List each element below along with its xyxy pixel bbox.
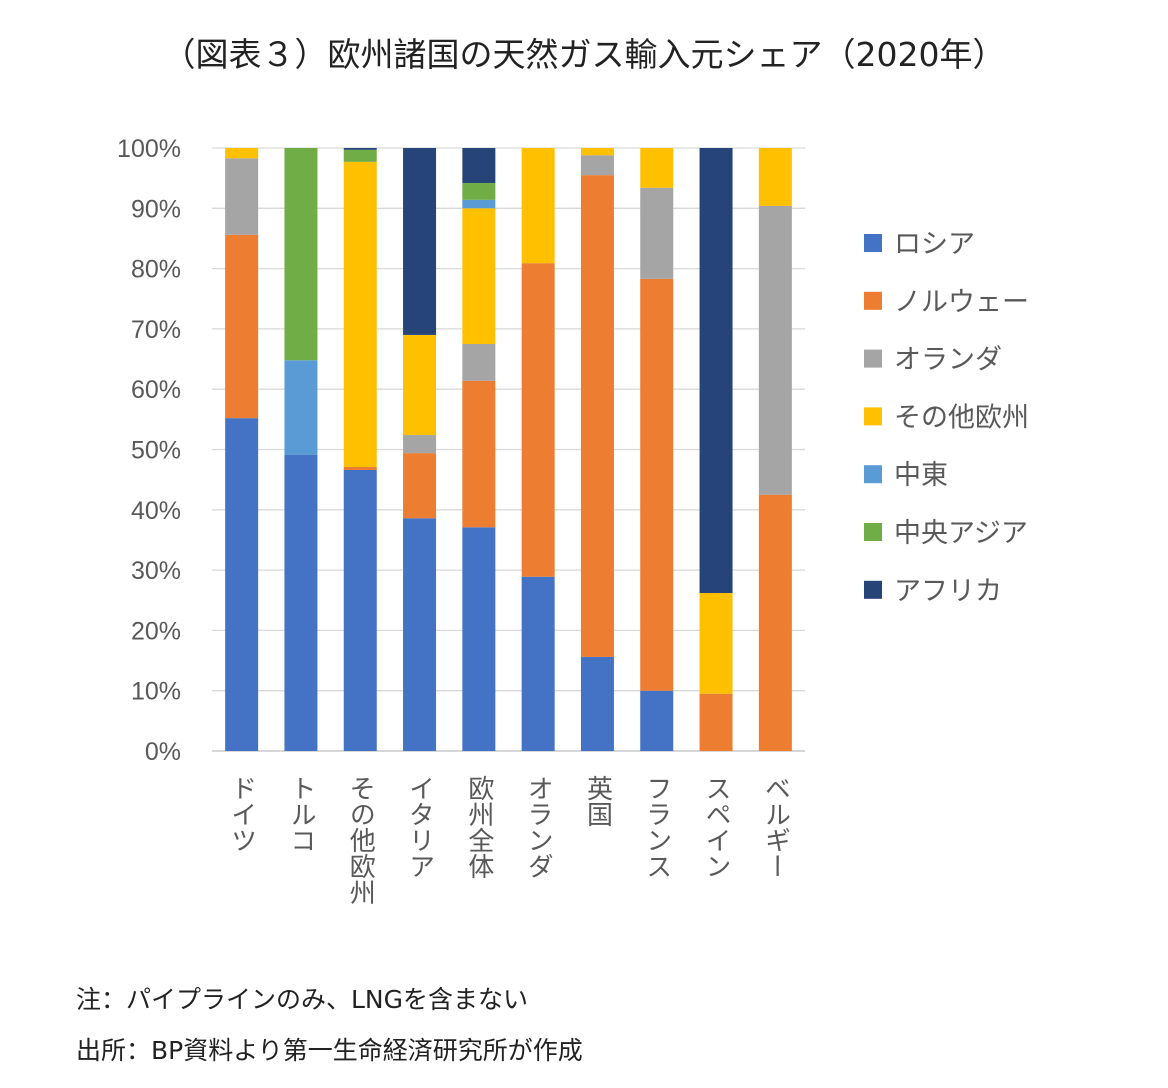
bar-segment xyxy=(699,693,733,751)
bar-segment xyxy=(462,343,496,381)
bar-segment xyxy=(462,148,496,183)
x-tick-label: 英国 xyxy=(582,775,612,827)
bar-segment xyxy=(284,360,318,455)
legend-label: 中東 xyxy=(894,460,948,491)
x-tick-label: ベルギー xyxy=(760,775,790,879)
bar-segment xyxy=(343,466,377,471)
legend-swatch xyxy=(864,234,882,252)
y-tick-label: 0% xyxy=(145,738,181,766)
y-tick-label: 100% xyxy=(117,135,181,163)
note-text: 注：パイプラインのみ、LNGを含まない xyxy=(76,985,529,1014)
bar-segment xyxy=(640,187,674,279)
x-tick-label: ドイツ xyxy=(227,775,257,853)
x-tick-label: 欧州全体 xyxy=(464,775,494,879)
source-text: 出所：BP資料より第一生命経済研究所が作成 xyxy=(76,1036,583,1065)
x-tick-label: イタリア xyxy=(405,775,435,879)
y-tick-label: 50% xyxy=(131,437,181,465)
y-tick-label: 10% xyxy=(131,678,181,706)
bar-segment xyxy=(403,148,437,335)
x-tick-label: スペイン xyxy=(701,775,731,879)
bar-segment xyxy=(580,148,614,156)
chart-title: （図表３）欧州諸国の天然ガス輸入元シェア（2020年） xyxy=(162,35,1006,74)
x-tick-label: オランダ xyxy=(523,775,553,879)
x-tick-label: その他欧州 xyxy=(345,775,375,905)
y-tick-label: 60% xyxy=(131,376,181,404)
legend-swatch xyxy=(864,523,882,541)
x-tick-label: フランス xyxy=(642,775,672,879)
y-tick-label: 70% xyxy=(131,316,181,344)
bar-segment xyxy=(699,148,733,594)
bar-segment xyxy=(462,208,496,344)
y-tick-label: 30% xyxy=(131,557,181,585)
legend-swatch xyxy=(864,349,882,368)
bar-segment xyxy=(225,418,259,751)
y-tick-label: 90% xyxy=(131,195,181,223)
bar-segment xyxy=(699,593,733,694)
bar-segment xyxy=(284,454,318,751)
legend-label: オランダ xyxy=(894,345,1002,376)
legend-label: 中央アジア xyxy=(894,518,1028,549)
bar-segment xyxy=(403,518,437,751)
bar-segment xyxy=(284,148,318,361)
bar-segment xyxy=(343,161,377,467)
bar-segment xyxy=(758,148,792,206)
bar-segment xyxy=(343,148,377,150)
bar-segment xyxy=(462,182,496,200)
bar-segment xyxy=(462,527,496,751)
bar-segment xyxy=(403,334,437,436)
bar-segment xyxy=(580,175,614,657)
bar-segment xyxy=(403,435,437,454)
legend-swatch xyxy=(864,407,882,426)
bar-segment xyxy=(225,148,259,159)
bar-segment xyxy=(521,576,555,751)
bar-segment xyxy=(403,453,437,519)
legend-label: ノルウェー xyxy=(894,287,1029,318)
bar-segment xyxy=(521,148,555,264)
bar-segment xyxy=(343,149,377,162)
bar-segment xyxy=(225,234,259,419)
bar-segment xyxy=(640,278,674,691)
y-tick-label: 80% xyxy=(131,256,181,284)
legend-label: アフリカ xyxy=(894,576,1002,607)
bar-segment xyxy=(758,494,792,751)
bar-segment xyxy=(640,690,674,751)
bar-segment xyxy=(462,380,496,528)
y-tick-label: 20% xyxy=(131,617,181,645)
legend-swatch xyxy=(864,580,882,599)
legend-swatch xyxy=(864,465,882,484)
legend-swatch xyxy=(864,291,882,310)
bar-segment xyxy=(462,199,496,209)
bar-segment xyxy=(580,155,614,176)
y-tick-label: 40% xyxy=(131,497,181,525)
legend-label: ロシア xyxy=(894,229,975,260)
bar-segment xyxy=(580,656,614,751)
bar-segment xyxy=(521,263,555,577)
bar-segment xyxy=(758,205,792,495)
bar-segment xyxy=(343,470,377,751)
legend-label: その他欧州 xyxy=(894,402,1029,433)
x-tick-label: トルコ xyxy=(286,775,316,853)
bar-segment xyxy=(640,148,674,188)
bar-segment xyxy=(225,158,259,235)
